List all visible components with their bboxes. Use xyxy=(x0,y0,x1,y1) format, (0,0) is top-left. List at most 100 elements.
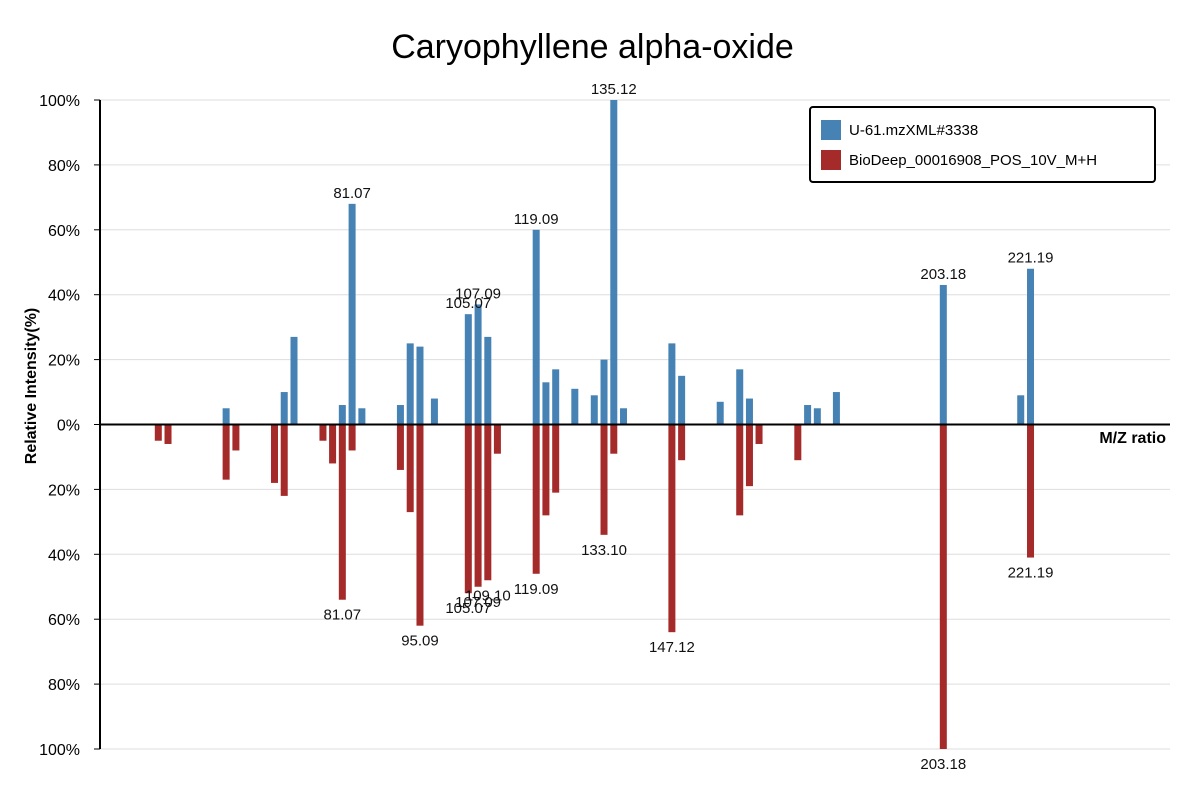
query-peak-bar xyxy=(736,369,744,425)
legend-item-query[interactable]: U-61.mzXML#3338 xyxy=(821,120,978,140)
reference-peak-label: 147.12 xyxy=(649,639,695,656)
chart-title: Caryophyllene alpha-oxide xyxy=(391,28,794,66)
reference-peak-bar xyxy=(406,424,414,513)
reference-peak-bar xyxy=(348,424,356,451)
reference-peak-bar xyxy=(493,424,501,454)
y-tick-label: 40% xyxy=(48,288,80,305)
reference-peak-bar xyxy=(232,424,240,451)
reference-peak-label: 133.10 xyxy=(581,542,627,559)
grid-lines xyxy=(100,99,1170,750)
query-peak-bar xyxy=(416,346,424,425)
reference-peak-bar xyxy=(319,424,327,441)
axes-group xyxy=(99,100,1170,749)
query-peak-bar xyxy=(678,375,686,425)
query-peak-label: 203.18 xyxy=(920,266,966,283)
query-peak-bar xyxy=(590,395,598,425)
query-peak-label: 119.09 xyxy=(514,211,559,228)
query-peak-bar xyxy=(1027,268,1035,425)
reference-peak-label: 203.18 xyxy=(920,756,966,773)
reference-peak-bar xyxy=(736,424,744,516)
reference-peak-label: 105.07 xyxy=(445,600,491,617)
query-peak-bar xyxy=(600,359,608,425)
legend-item-reference[interactable]: BioDeep_00016908_POS_10V_M+H xyxy=(821,150,1097,170)
legend-swatch-reference xyxy=(821,150,841,170)
reference-peak-label: 81.07 xyxy=(324,607,362,624)
query-peak-bar xyxy=(552,369,560,425)
reference-peak-bar xyxy=(794,424,802,461)
reference-peak-bar xyxy=(484,424,492,581)
query-peak-label: 221.19 xyxy=(1008,250,1054,267)
reference-peak-bar xyxy=(154,424,162,441)
legend-swatch-query xyxy=(821,120,841,140)
query-peak-bar xyxy=(832,392,840,425)
y-tick-label: 40% xyxy=(48,547,80,564)
legend: U-61.mzXML#3338 BioDeep_00016908_POS_10V… xyxy=(809,106,1156,183)
query-peak-bar xyxy=(813,408,821,425)
reference-peak-bar xyxy=(542,424,550,516)
y-tick-label: 20% xyxy=(48,482,80,499)
y-tick-label: 80% xyxy=(48,677,80,694)
reference-peak-label: 119.09 xyxy=(514,581,559,598)
query-peak-label: 107.09 xyxy=(455,285,501,302)
query-peak-bar xyxy=(1017,395,1025,425)
query-peak-bar xyxy=(358,408,366,425)
query-peak-label: 105.07 xyxy=(445,295,491,312)
reference-peak-bar xyxy=(338,424,346,600)
reference-peak-label: 95.09 xyxy=(401,633,439,650)
query-peak-bar xyxy=(348,203,356,425)
y-tick-label: 100% xyxy=(39,93,80,110)
y-tick-label: 80% xyxy=(48,158,80,175)
reference-peak-bar xyxy=(474,424,482,587)
query-peak-bar xyxy=(396,405,404,425)
reference-peak-bar xyxy=(329,424,337,464)
query-peak-bar xyxy=(474,304,482,425)
legend-label-reference: BioDeep_00016908_POS_10V_M+H xyxy=(849,151,1098,169)
query-peak-bar xyxy=(571,388,579,425)
bars-group xyxy=(154,100,1035,749)
peak-labels-group: 81.07105.07107.09119.09135.12203.18221.1… xyxy=(324,81,1054,773)
reference-peak-bar xyxy=(270,424,278,483)
reference-peak-bar xyxy=(600,424,608,535)
query-peak-bar xyxy=(620,408,628,425)
reference-peak-bar xyxy=(396,424,404,470)
query-peak-bar xyxy=(484,336,492,425)
reference-peak-bar xyxy=(939,424,947,749)
query-peak-bar xyxy=(464,314,472,425)
query-peak-bar xyxy=(290,336,298,425)
query-peak-bar xyxy=(542,382,550,425)
reference-peak-bar xyxy=(610,424,618,454)
query-peak-bar xyxy=(804,405,812,425)
query-peak-bar xyxy=(939,284,947,425)
query-peak-label: 135.12 xyxy=(591,81,637,98)
y-axis-label: Relative Intensity(%) xyxy=(23,308,40,464)
reference-peak-bar xyxy=(668,424,676,633)
reference-peak-bar xyxy=(222,424,230,480)
reference-peak-bar xyxy=(280,424,288,496)
reference-peak-bar xyxy=(745,424,753,487)
tick-labels-group: 100% 80% 60% 40% 20% 0% 20% 40% 60% 80% 100% xyxy=(39,93,100,759)
query-peak-bar xyxy=(280,392,288,425)
reference-peak-label: 221.19 xyxy=(1008,565,1054,582)
reference-peak-bar xyxy=(755,424,763,444)
reference-peak-bar xyxy=(532,424,540,574)
query-peak-bar xyxy=(610,100,618,425)
reference-peak-bar xyxy=(552,424,560,493)
query-peak-bar xyxy=(406,343,414,425)
y-tick-label: 60% xyxy=(48,223,80,240)
query-peak-bar xyxy=(716,401,724,425)
y-tick-label: 100% xyxy=(39,742,80,759)
reference-peak-label: 107.09 xyxy=(455,594,501,611)
reference-peak-bar xyxy=(464,424,472,594)
query-peak-bar xyxy=(745,398,753,425)
legend-label-query: U-61.mzXML#3338 xyxy=(849,121,979,139)
reference-peak-bar xyxy=(416,424,424,626)
y-tick-label: 20% xyxy=(48,353,80,370)
query-peak-bar xyxy=(430,398,438,425)
query-peak-bar xyxy=(668,343,676,425)
x-axis-label: M/Z ratio xyxy=(1099,430,1166,447)
query-peak-bar xyxy=(222,408,230,425)
y-tick-label: 60% xyxy=(48,612,80,629)
query-peak-label: 81.07 xyxy=(333,185,371,202)
